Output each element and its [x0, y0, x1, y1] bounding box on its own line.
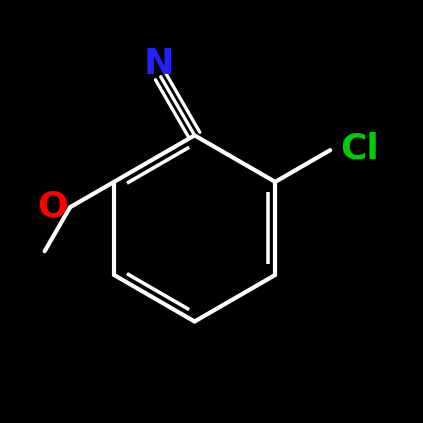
Text: N: N [143, 47, 174, 81]
Text: O: O [37, 189, 68, 223]
Text: Cl: Cl [341, 131, 379, 165]
